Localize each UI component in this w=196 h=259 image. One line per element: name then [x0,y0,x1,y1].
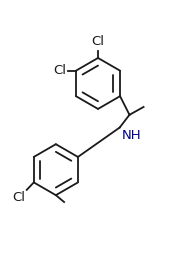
Text: NH: NH [122,128,141,141]
Text: Cl: Cl [12,191,25,204]
Text: Cl: Cl [92,35,104,48]
Text: Cl: Cl [53,64,66,77]
